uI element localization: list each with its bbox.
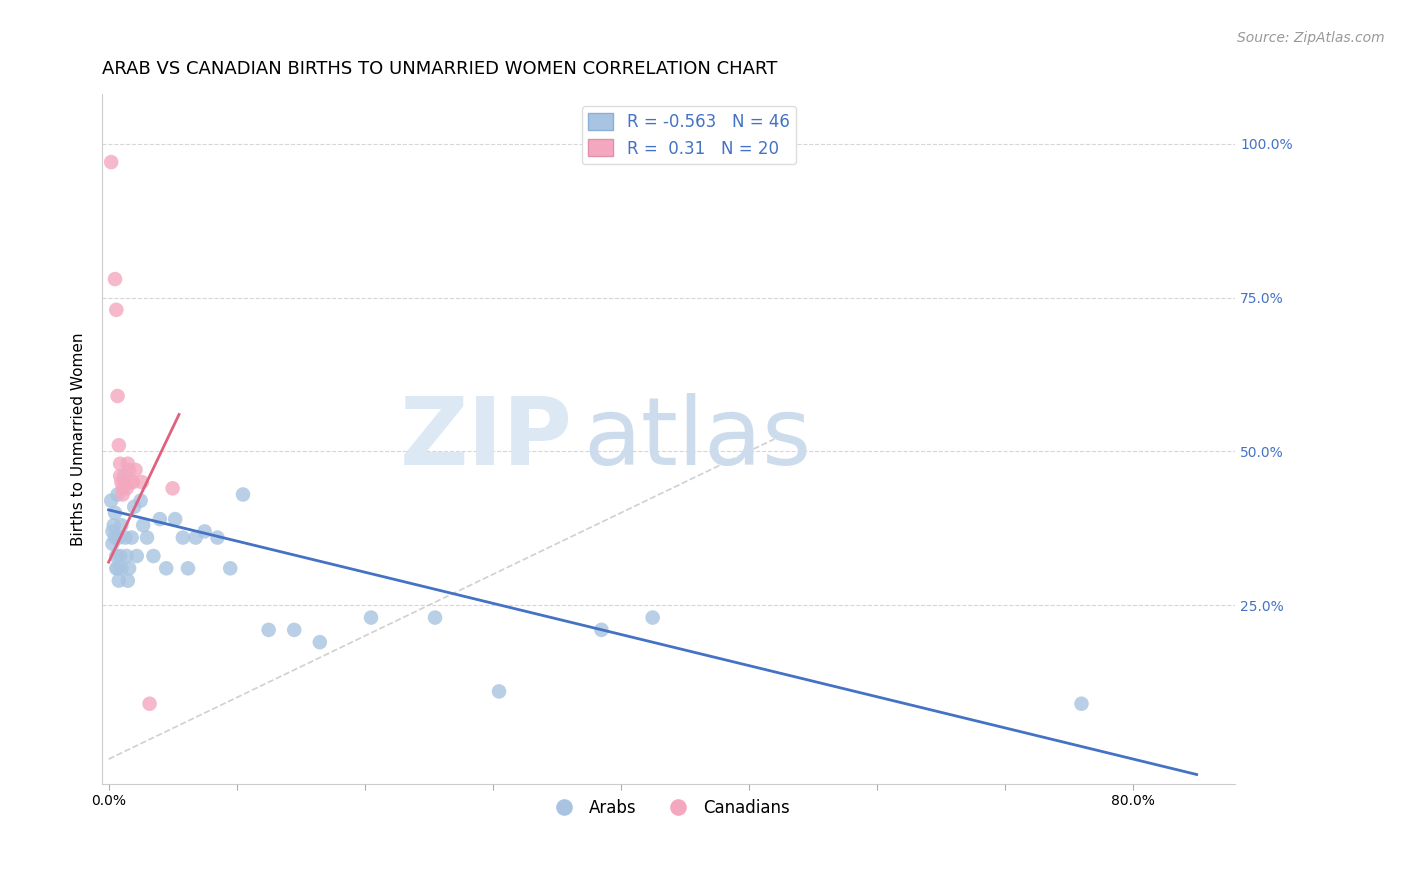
Point — [115, 549, 138, 563]
Point — [114, 475, 136, 490]
Point — [104, 272, 127, 286]
Point — [110, 561, 132, 575]
Point — [107, 561, 129, 575]
Point — [162, 481, 184, 495]
Point — [105, 549, 128, 563]
Point — [108, 438, 131, 452]
Point — [207, 531, 229, 545]
Point — [118, 561, 141, 575]
Point — [132, 518, 155, 533]
Point — [165, 512, 187, 526]
Point — [100, 155, 122, 169]
Point — [177, 561, 200, 575]
Point — [101, 524, 124, 539]
Point — [117, 574, 139, 588]
Point — [219, 561, 242, 575]
Point — [591, 623, 613, 637]
Point — [105, 561, 128, 575]
Point — [105, 302, 128, 317]
Point — [110, 475, 132, 490]
Point — [107, 487, 129, 501]
Point — [108, 457, 131, 471]
Point — [122, 500, 145, 514]
Point — [184, 531, 207, 545]
Point — [108, 469, 131, 483]
Point — [114, 531, 136, 545]
Text: ZIP: ZIP — [399, 393, 572, 485]
Point — [131, 475, 153, 490]
Point — [100, 493, 122, 508]
Point — [120, 475, 142, 490]
Point — [194, 524, 217, 539]
Point — [108, 531, 131, 545]
Point — [488, 684, 510, 698]
Point — [138, 697, 160, 711]
Point — [112, 469, 135, 483]
Point — [142, 549, 165, 563]
Point — [118, 463, 141, 477]
Point — [232, 487, 254, 501]
Point — [129, 493, 152, 508]
Point — [172, 531, 194, 545]
Point — [104, 506, 127, 520]
Text: ARAB VS CANADIAN BIRTHS TO UNMARRIED WOMEN CORRELATION CHART: ARAB VS CANADIAN BIRTHS TO UNMARRIED WOM… — [103, 60, 778, 78]
Y-axis label: Births to Unmarried Women: Births to Unmarried Women — [72, 333, 86, 546]
Point — [121, 531, 143, 545]
Point — [101, 537, 124, 551]
Point — [110, 518, 132, 533]
Point — [149, 512, 172, 526]
Point — [103, 518, 125, 533]
Point — [108, 574, 131, 588]
Point — [104, 531, 127, 545]
Point — [117, 457, 139, 471]
Legend: Arabs, Canadians: Arabs, Canadians — [541, 792, 797, 823]
Point — [107, 389, 129, 403]
Point — [124, 463, 146, 477]
Point — [283, 623, 305, 637]
Point — [360, 610, 382, 624]
Point — [122, 475, 145, 490]
Point — [111, 487, 134, 501]
Point — [108, 549, 131, 563]
Point — [1070, 697, 1092, 711]
Point — [423, 610, 446, 624]
Point — [136, 531, 159, 545]
Point — [111, 481, 134, 495]
Point — [125, 549, 148, 563]
Text: Source: ZipAtlas.com: Source: ZipAtlas.com — [1237, 31, 1385, 45]
Point — [155, 561, 177, 575]
Text: atlas: atlas — [583, 393, 811, 485]
Point — [257, 623, 280, 637]
Point — [641, 610, 664, 624]
Point — [115, 481, 138, 495]
Point — [308, 635, 330, 649]
